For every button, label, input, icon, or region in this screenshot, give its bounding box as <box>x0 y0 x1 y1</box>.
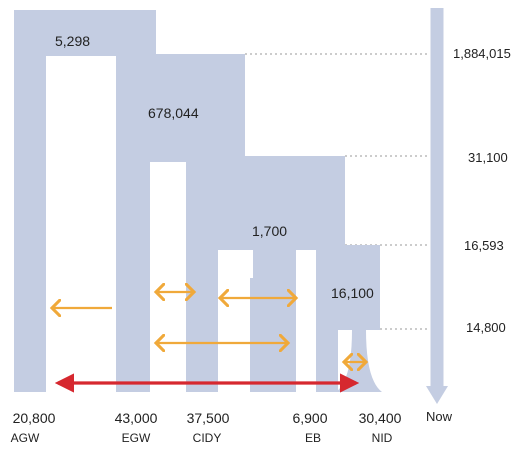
time-now-label: Now <box>426 409 453 424</box>
cidy-branch-flare-mask <box>218 300 250 392</box>
pop-size-eb: 6,900 <box>292 410 327 426</box>
pop-size-egw: 43,000 <box>115 410 158 426</box>
pop-code-egw: EGW <box>122 431 151 445</box>
time-axis <box>426 8 448 404</box>
time-axis-arrowhead <box>426 386 448 404</box>
population-tree <box>14 10 382 392</box>
population-labels: 20,800 AGW 43,000 EGW 37,500 CIDY 6,900 … <box>11 410 402 445</box>
time-axis-labels: 1,884,015 31,100 16,593 14,800 Now <box>426 46 511 424</box>
label-root-size: 5,298 <box>55 33 90 49</box>
label-egw-cidy-size: 678,044 <box>148 105 199 121</box>
pop-size-agw: 20,800 <box>13 410 56 426</box>
time-tick-1: 1,884,015 <box>453 46 511 61</box>
label-eb-nid-size: 1,700 <box>252 223 287 239</box>
split-reference-lines <box>245 53 430 330</box>
time-tick-2: 31,100 <box>468 150 508 165</box>
cidy-branch-flare <box>186 300 218 392</box>
pop-code-agw: AGW <box>11 431 40 445</box>
migration-arrows <box>52 292 366 362</box>
eb-gap-mask <box>218 250 253 278</box>
pop-size-cidy: 37,500 <box>187 410 230 426</box>
time-tick-3: 16,593 <box>464 238 504 253</box>
time-tick-4: 14,800 <box>466 320 506 335</box>
node-labels: 5,298 678,044 1,700 16,100 <box>55 33 374 301</box>
pop-code-nid: NID <box>372 431 393 445</box>
label-nid-split-size: 16,100 <box>331 285 374 301</box>
pop-code-eb: EB <box>305 431 321 445</box>
pop-size-nid: 30,400 <box>359 410 402 426</box>
ancestral-population-block <box>14 10 380 392</box>
eb-block-top <box>253 250 296 278</box>
pop-code-cidy: CIDY <box>193 431 222 445</box>
